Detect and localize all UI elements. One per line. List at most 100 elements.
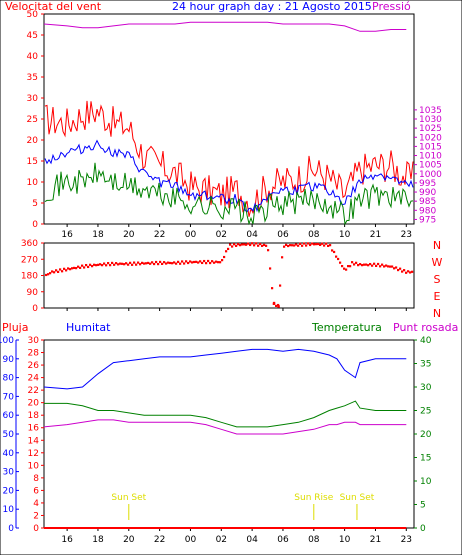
direction-point [305, 244, 308, 247]
direction-point [63, 267, 66, 270]
direction-point [329, 244, 332, 247]
direction-point [151, 261, 154, 264]
direction-point [73, 266, 76, 270]
direction-point [321, 242, 324, 245]
direction-point [289, 244, 292, 247]
direction-point [229, 243, 232, 246]
y-tick-label-right: 1005 [419, 161, 442, 171]
y-tick-label-rain: 6 [33, 486, 39, 496]
compass-label: N [433, 307, 441, 320]
direction-point [237, 243, 240, 246]
direction-point [285, 243, 288, 246]
direction-point [313, 243, 316, 246]
y-tick-label-temperature: 35 [420, 360, 431, 370]
direction-point [367, 264, 370, 267]
y-tick-label-rain: 0 [33, 524, 39, 534]
direction-point [111, 261, 114, 265]
direction-point [323, 244, 326, 247]
x-tick-label: 21 [370, 230, 381, 240]
y-tick-label-humidity: 0 [8, 524, 14, 534]
direction-point [91, 265, 94, 268]
direction-point [209, 261, 212, 265]
direction-point [213, 261, 216, 264]
direction-point [83, 266, 86, 269]
direction-point [279, 284, 282, 287]
direction-point [271, 287, 274, 290]
y-tick-label-left: 20 [27, 136, 39, 146]
direction-point [401, 270, 404, 273]
x-tick-label: 10 [339, 535, 351, 545]
y-tick-label-humidity: 30 [3, 468, 15, 478]
direction-point [257, 244, 260, 247]
direction-point [239, 244, 242, 247]
y-tick-label-left: 10 [27, 178, 39, 188]
x-tick-label: 20 [123, 230, 135, 240]
direction-point [397, 268, 400, 272]
direction-point [387, 265, 390, 268]
wind-gust-line [44, 100, 414, 217]
direction-point [189, 260, 192, 263]
direction-point [263, 243, 266, 247]
direction-point [221, 259, 224, 262]
wind-avg-line [44, 139, 414, 213]
direction-point [235, 244, 238, 247]
direction-point [121, 262, 124, 265]
direction-point [291, 244, 294, 247]
x-tick-label: 00 [185, 230, 197, 240]
direction-point [361, 264, 364, 267]
direction-point [379, 265, 382, 268]
direction-point [272, 302, 276, 305]
y-tick-label: 90 [27, 288, 39, 298]
humidity-axis-title: Humitat [66, 321, 111, 334]
direction-point [53, 271, 56, 274]
direction-point [283, 245, 286, 248]
dewpoint-axis-title: Punt rosada [393, 321, 458, 334]
y-tick-label-right: 995 [419, 179, 436, 189]
compass-label: S [434, 273, 441, 286]
temperature-axis-title: Temperatura [311, 321, 382, 334]
y-tick-label-right: 1025 [419, 124, 442, 134]
direction-point [343, 267, 346, 270]
direction-point [317, 242, 320, 246]
direction-point [187, 261, 190, 265]
x-tick-label: 21 [370, 535, 381, 545]
direction-point [391, 265, 394, 268]
direction-point [71, 267, 74, 270]
compass-label: W [432, 256, 443, 269]
direction-point [89, 263, 92, 266]
direction-point [269, 267, 272, 270]
direction-point [405, 271, 408, 274]
y-tick-label-left: 35 [27, 73, 38, 83]
direction-point [147, 261, 150, 265]
direction-point [47, 273, 50, 276]
direction-point [311, 242, 314, 245]
x-tick-label: 20 [123, 535, 135, 545]
direction-point [207, 259, 210, 263]
y-tick-label-rain: 28 [28, 349, 40, 359]
y-tick-label-rain: 2 [33, 511, 39, 521]
y-tick-label-right: 1015 [419, 142, 442, 152]
direction-point [131, 263, 134, 266]
plot-frame [43, 13, 415, 225]
y-tick-label-left: 0 [32, 220, 38, 230]
direction-point [277, 305, 280, 308]
x-tick-label: 16 [61, 535, 73, 545]
direction-point [67, 267, 70, 270]
y-tick-label-temperature: 10 [420, 477, 432, 487]
direction-point [77, 265, 80, 268]
direction-point [309, 243, 312, 247]
direction-point [179, 262, 182, 265]
direction-point [275, 304, 278, 307]
y-tick-label-rain: 12 [28, 449, 39, 459]
direction-point [369, 262, 372, 266]
direction-point [243, 243, 246, 246]
direction-point [337, 257, 340, 261]
y-tick-label-right: 1035 [419, 106, 442, 116]
direction-point [61, 270, 64, 273]
direction-point [211, 260, 214, 263]
direction-point [45, 273, 48, 277]
direction-point [201, 261, 204, 265]
direction-point [407, 270, 410, 273]
direction-point [135, 263, 138, 266]
direction-point [301, 244, 304, 247]
